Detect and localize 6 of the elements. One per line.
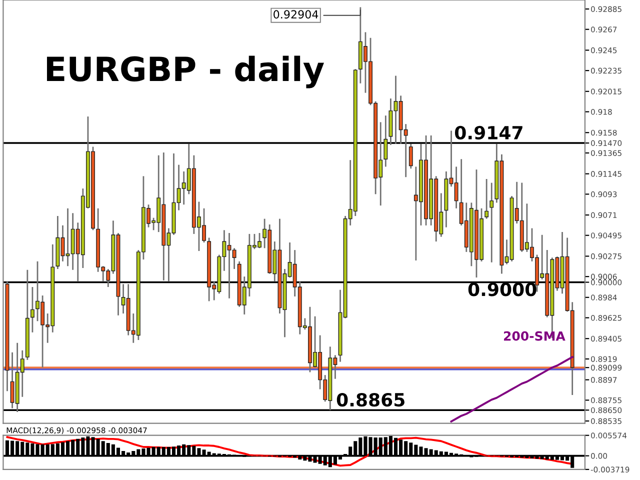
annotation: 0.92904	[274, 10, 318, 19]
ref-line-label: 0.9000	[468, 282, 536, 296]
series-label: 200-SMA	[504, 331, 566, 341]
ref-line-label: 0.9147	[454, 126, 522, 140]
text: EURGBP - daily	[46, 56, 324, 88]
ref-line-label: 0.8865	[336, 392, 404, 407]
